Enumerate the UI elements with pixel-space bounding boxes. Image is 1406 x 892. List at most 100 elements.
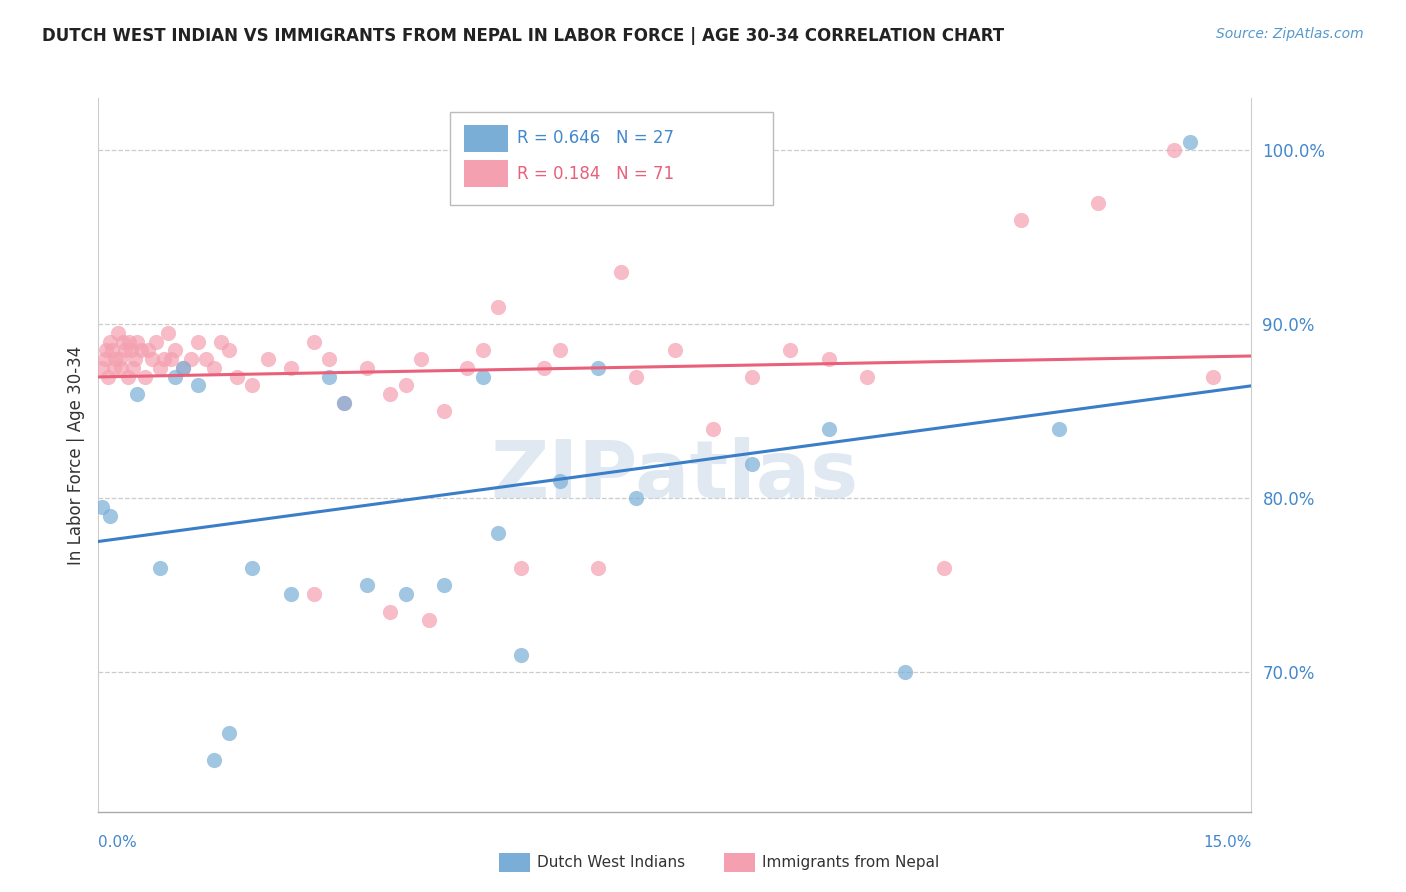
Point: [114, 343, 136, 358]
FancyBboxPatch shape: [450, 112, 773, 205]
Point: [548, 343, 571, 358]
Point: [418, 613, 440, 627]
Point: [471, 369, 494, 384]
Point: [741, 457, 763, 471]
Point: [91, 500, 114, 515]
Point: [1010, 213, 1032, 227]
Point: [110, 360, 132, 375]
Point: [380, 605, 402, 619]
Point: [165, 343, 187, 358]
Point: [318, 352, 340, 367]
Point: [510, 648, 533, 662]
Point: [741, 369, 763, 384]
Point: [894, 665, 917, 680]
Text: 0.0%: 0.0%: [98, 836, 138, 850]
Point: [380, 387, 402, 401]
Point: [548, 474, 571, 488]
Point: [125, 334, 148, 349]
Point: [125, 387, 148, 401]
Point: [702, 422, 724, 436]
Point: [586, 561, 609, 575]
Point: [302, 587, 325, 601]
Text: ZIPatlas: ZIPatlas: [491, 437, 859, 516]
Point: [626, 491, 648, 506]
Point: [129, 343, 152, 358]
Text: DUTCH WEST INDIAN VS IMMIGRANTS FROM NEPAL IN LABOR FORCE | AGE 30-34 CORRELATIO: DUTCH WEST INDIAN VS IMMIGRANTS FROM NEP…: [42, 27, 1004, 45]
Point: [97, 369, 120, 384]
Point: [202, 360, 225, 375]
Point: [280, 587, 302, 601]
Point: [104, 352, 127, 367]
Point: [91, 360, 114, 375]
Point: [187, 334, 209, 349]
Point: [120, 343, 142, 358]
FancyBboxPatch shape: [464, 125, 508, 152]
Text: Immigrants from Nepal: Immigrants from Nepal: [762, 855, 939, 870]
Point: [209, 334, 232, 349]
Point: [240, 561, 263, 575]
Point: [240, 378, 263, 392]
Point: [152, 352, 174, 367]
Point: [664, 343, 686, 358]
Point: [117, 369, 139, 384]
Point: [817, 422, 839, 436]
Point: [124, 352, 146, 367]
Point: [94, 343, 117, 358]
Point: [610, 265, 633, 279]
Point: [108, 352, 131, 367]
Point: [141, 352, 163, 367]
Text: Dutch West Indians: Dutch West Indians: [537, 855, 685, 870]
Point: [172, 360, 194, 375]
Point: [395, 587, 418, 601]
Point: [202, 752, 225, 766]
Point: [218, 726, 240, 740]
Point: [486, 526, 509, 541]
Point: [156, 326, 179, 340]
Point: [103, 360, 125, 375]
Point: [356, 360, 378, 375]
Point: [486, 300, 509, 314]
Point: [195, 352, 218, 367]
Point: [356, 578, 378, 592]
Point: [118, 334, 141, 349]
Point: [180, 352, 202, 367]
Point: [149, 561, 172, 575]
Point: [101, 343, 124, 358]
Point: [779, 343, 801, 358]
Point: [333, 395, 356, 409]
Point: [145, 334, 167, 349]
Point: [302, 334, 325, 349]
Point: [1087, 195, 1109, 210]
Point: [138, 343, 160, 358]
Text: Source: ZipAtlas.com: Source: ZipAtlas.com: [1216, 27, 1364, 41]
Point: [586, 360, 609, 375]
Point: [932, 561, 955, 575]
Point: [218, 343, 240, 358]
Point: [172, 360, 194, 375]
Point: [107, 326, 129, 340]
Point: [98, 508, 121, 523]
Text: R = 0.646   N = 27: R = 0.646 N = 27: [517, 129, 673, 147]
Point: [1047, 422, 1070, 436]
Point: [395, 378, 418, 392]
Point: [510, 561, 533, 575]
Point: [280, 360, 302, 375]
Point: [333, 395, 356, 409]
Point: [225, 369, 247, 384]
Point: [318, 369, 340, 384]
Point: [1178, 135, 1201, 149]
Point: [856, 369, 879, 384]
Point: [817, 352, 839, 367]
Point: [187, 378, 209, 392]
Point: [433, 578, 456, 592]
Point: [411, 352, 433, 367]
Point: [626, 369, 648, 384]
Y-axis label: In Labor Force | Age 30-34: In Labor Force | Age 30-34: [66, 345, 84, 565]
Point: [533, 360, 555, 375]
Text: 15.0%: 15.0%: [1204, 836, 1251, 850]
Text: R = 0.184   N = 71: R = 0.184 N = 71: [517, 165, 673, 183]
Point: [456, 360, 478, 375]
Point: [433, 404, 456, 418]
Point: [149, 360, 172, 375]
Point: [134, 369, 156, 384]
